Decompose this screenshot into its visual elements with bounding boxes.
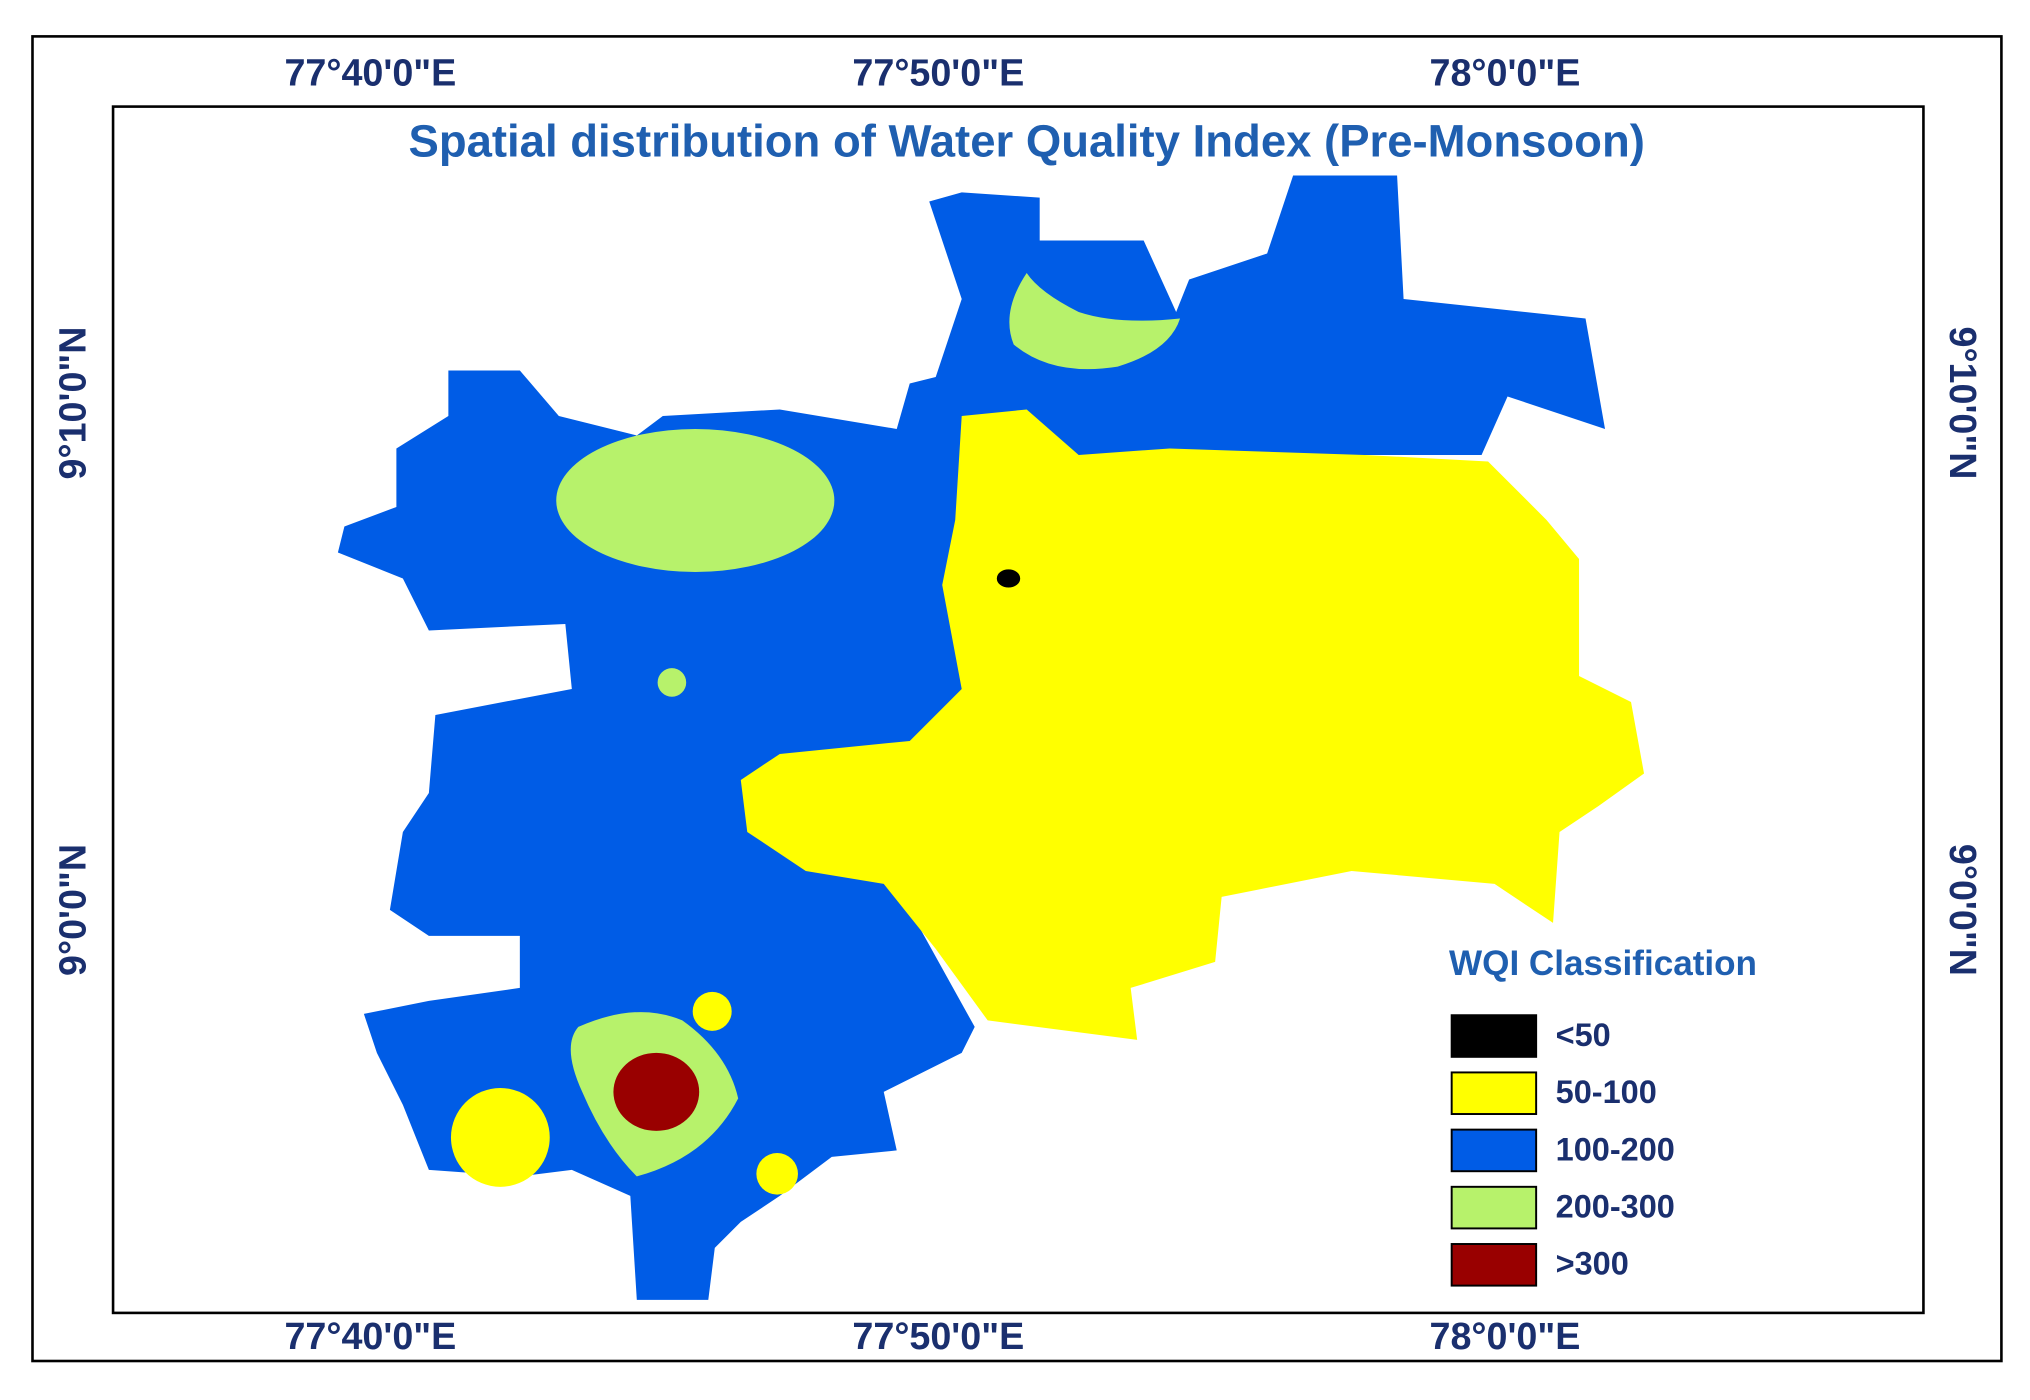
latitude-label: 9°10'0"N	[51, 326, 93, 479]
legend-label: 200-300	[1556, 1188, 1675, 1224]
latitude-label: 9°0'0"N	[1942, 844, 1984, 976]
region-200-300	[657, 668, 687, 697]
region-50-100	[692, 991, 732, 1031]
legend-label: 100-200	[1556, 1131, 1675, 1167]
legend-swatch	[1450, 1071, 1538, 1115]
longitude-label: 77°50'0"E	[852, 1315, 1024, 1357]
legend-swatch	[1450, 1243, 1538, 1287]
legend: WQI Classification <50 50-100 100-200 200-3…	[1449, 944, 1757, 1287]
legend-swatch	[1450, 1185, 1538, 1230]
outer-frame	[31, 35, 2003, 1363]
map-area	[337, 175, 1645, 1300]
region-under-50	[996, 569, 1021, 588]
region-50-100	[450, 1088, 550, 1187]
longitude-label: 78°0'0"E	[1430, 1315, 1581, 1357]
legend-label: 50-100	[1556, 1074, 1657, 1110]
longitude-label: 78°0'0"E	[1430, 51, 1581, 93]
longitude-label: 77°40'0"E	[284, 1315, 456, 1357]
longitude-label: 77°40'0"E	[284, 51, 456, 93]
region-over-300	[613, 1052, 700, 1131]
region-200-300	[556, 428, 835, 572]
legend-swatch	[1450, 1128, 1538, 1173]
region-50-100	[756, 1153, 798, 1195]
legend-label: <50	[1556, 1017, 1611, 1053]
region-50-100	[740, 409, 1645, 1040]
region-200-300	[1009, 272, 1181, 370]
legend-label: >300	[1556, 1246, 1629, 1282]
latitude-label: 9°10'0"N	[1942, 326, 1984, 479]
legend-swatch	[1450, 1014, 1538, 1058]
map-frame	[111, 105, 1925, 1315]
longitude-label: 77°50'0"E	[852, 51, 1024, 93]
legend-title: WQI Classification	[1449, 944, 1757, 983]
map-title: Spatial distribution of Water Quality In…	[408, 115, 1644, 166]
latitude-label: 9°0'0"N	[51, 844, 93, 976]
